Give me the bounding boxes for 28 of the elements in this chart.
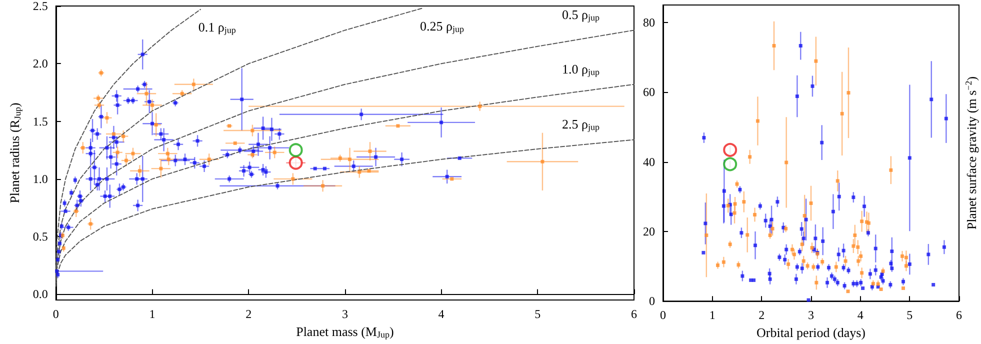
x-tick-label: 1: [149, 307, 156, 321]
x-tick-label: 4: [857, 308, 864, 322]
x-tick-label: 3: [342, 307, 348, 321]
x-tick-label: 6: [956, 308, 962, 322]
x-tick-label: 6: [631, 307, 637, 321]
y-tick-label: 2.5: [32, 0, 48, 13]
x-tick-label: 2: [758, 308, 765, 322]
x-tick-label: 0: [52, 307, 59, 321]
x-tick-label: 4: [438, 307, 444, 321]
y-axis-title: Planet radius (RJup): [7, 102, 22, 204]
x-tick-label: 3: [808, 308, 814, 322]
x-axis-title: Orbital period (days): [756, 325, 866, 340]
y-tick-label: 80: [643, 15, 655, 30]
x-tick-label: 2: [246, 307, 252, 321]
y-tick-label: 0: [649, 294, 655, 308]
y-tick-label: 1.0: [32, 172, 48, 186]
x-tick-label: 5: [534, 307, 541, 321]
x-tick-label: 5: [906, 308, 913, 322]
x-tick-label: 0: [660, 308, 666, 322]
y-tick-label: 0.0: [32, 287, 48, 302]
x-tick-label: 1: [709, 308, 716, 322]
y-tick-label: 2.0: [32, 56, 48, 71]
y-tick-label: 0.5: [32, 230, 48, 244]
y-axis-title: Planet surface gravity (m s−2): [964, 76, 979, 230]
y-tick-label: 40: [643, 154, 655, 169]
y-tick-label: 1.5: [32, 114, 48, 128]
y-tick-label: 20: [643, 224, 655, 238]
y-tick-label: 60: [643, 85, 655, 100]
